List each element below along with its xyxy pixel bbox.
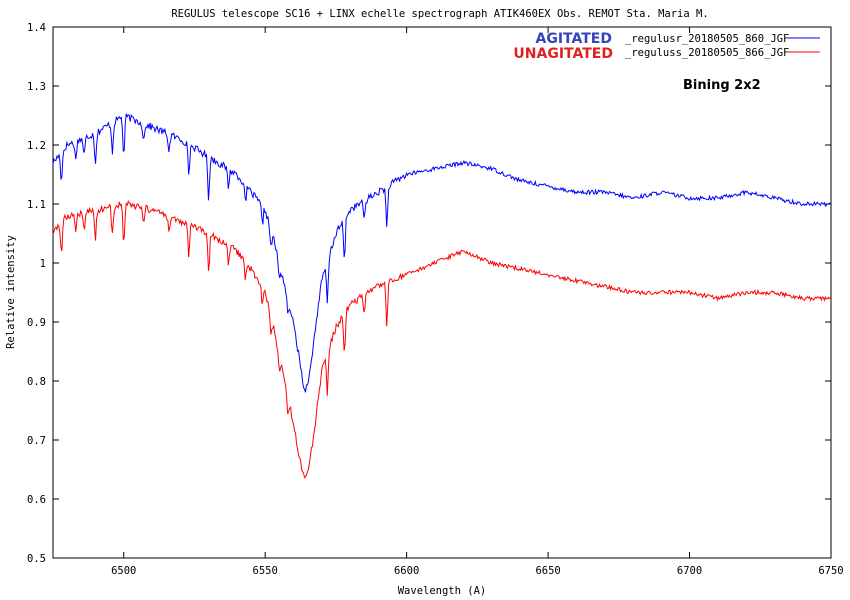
legend-entry-series-2: _reguluss_20180505_866_JGF — [625, 47, 789, 59]
plot-frame — [52, 26, 832, 559]
plot-lines — [52, 113, 831, 479]
y-tick-label: 0.9 — [27, 317, 46, 329]
y-axis-ticks: 0.5 0.6 0.7 0.8 0.9 1 1.1 1.2 1.3 1.4 — [27, 22, 831, 565]
legend: AGITATED _regulusr_20180505_860_JGF UNAG… — [513, 31, 820, 62]
x-tick-label: 6650 — [535, 565, 560, 577]
y-tick-label: 1.2 — [27, 140, 46, 152]
x-tick-label: 6700 — [677, 565, 702, 577]
y-tick-label: 1.4 — [27, 22, 46, 34]
chart-title: REGULUS telescope SC16 + LINX echelle sp… — [171, 8, 708, 20]
legend-tag-agitated: AGITATED — [536, 31, 612, 47]
series-line-2 — [52, 200, 831, 479]
x-axis-ticks: 6500 6550 6600 6650 6700 6750 — [111, 27, 844, 577]
y-tick-label: 1.3 — [27, 81, 46, 93]
y-axis-label: Relative intensity — [5, 235, 17, 349]
x-tick-label: 6600 — [394, 565, 419, 577]
y-tick-label: 0.7 — [27, 435, 46, 447]
y-tick-label: 0.5 — [27, 553, 46, 565]
x-axis-label: Wavelength (A) — [398, 585, 487, 597]
series-line-1 — [52, 113, 831, 393]
y-tick-label: 0.8 — [27, 376, 46, 388]
legend-tag-unagitated: UNAGITATED — [513, 46, 613, 62]
x-tick-label: 6750 — [818, 565, 843, 577]
y-tick-label: 1 — [40, 258, 46, 270]
y-tick-label: 1.1 — [27, 199, 46, 211]
y-tick-label: 0.6 — [27, 494, 46, 506]
legend-entry-series-1: _regulusr_20180505_860_JGF — [625, 33, 789, 45]
x-tick-label: 6550 — [253, 565, 278, 577]
binning-annotation: Bining 2x2 — [683, 78, 761, 93]
x-tick-label: 6500 — [111, 565, 136, 577]
